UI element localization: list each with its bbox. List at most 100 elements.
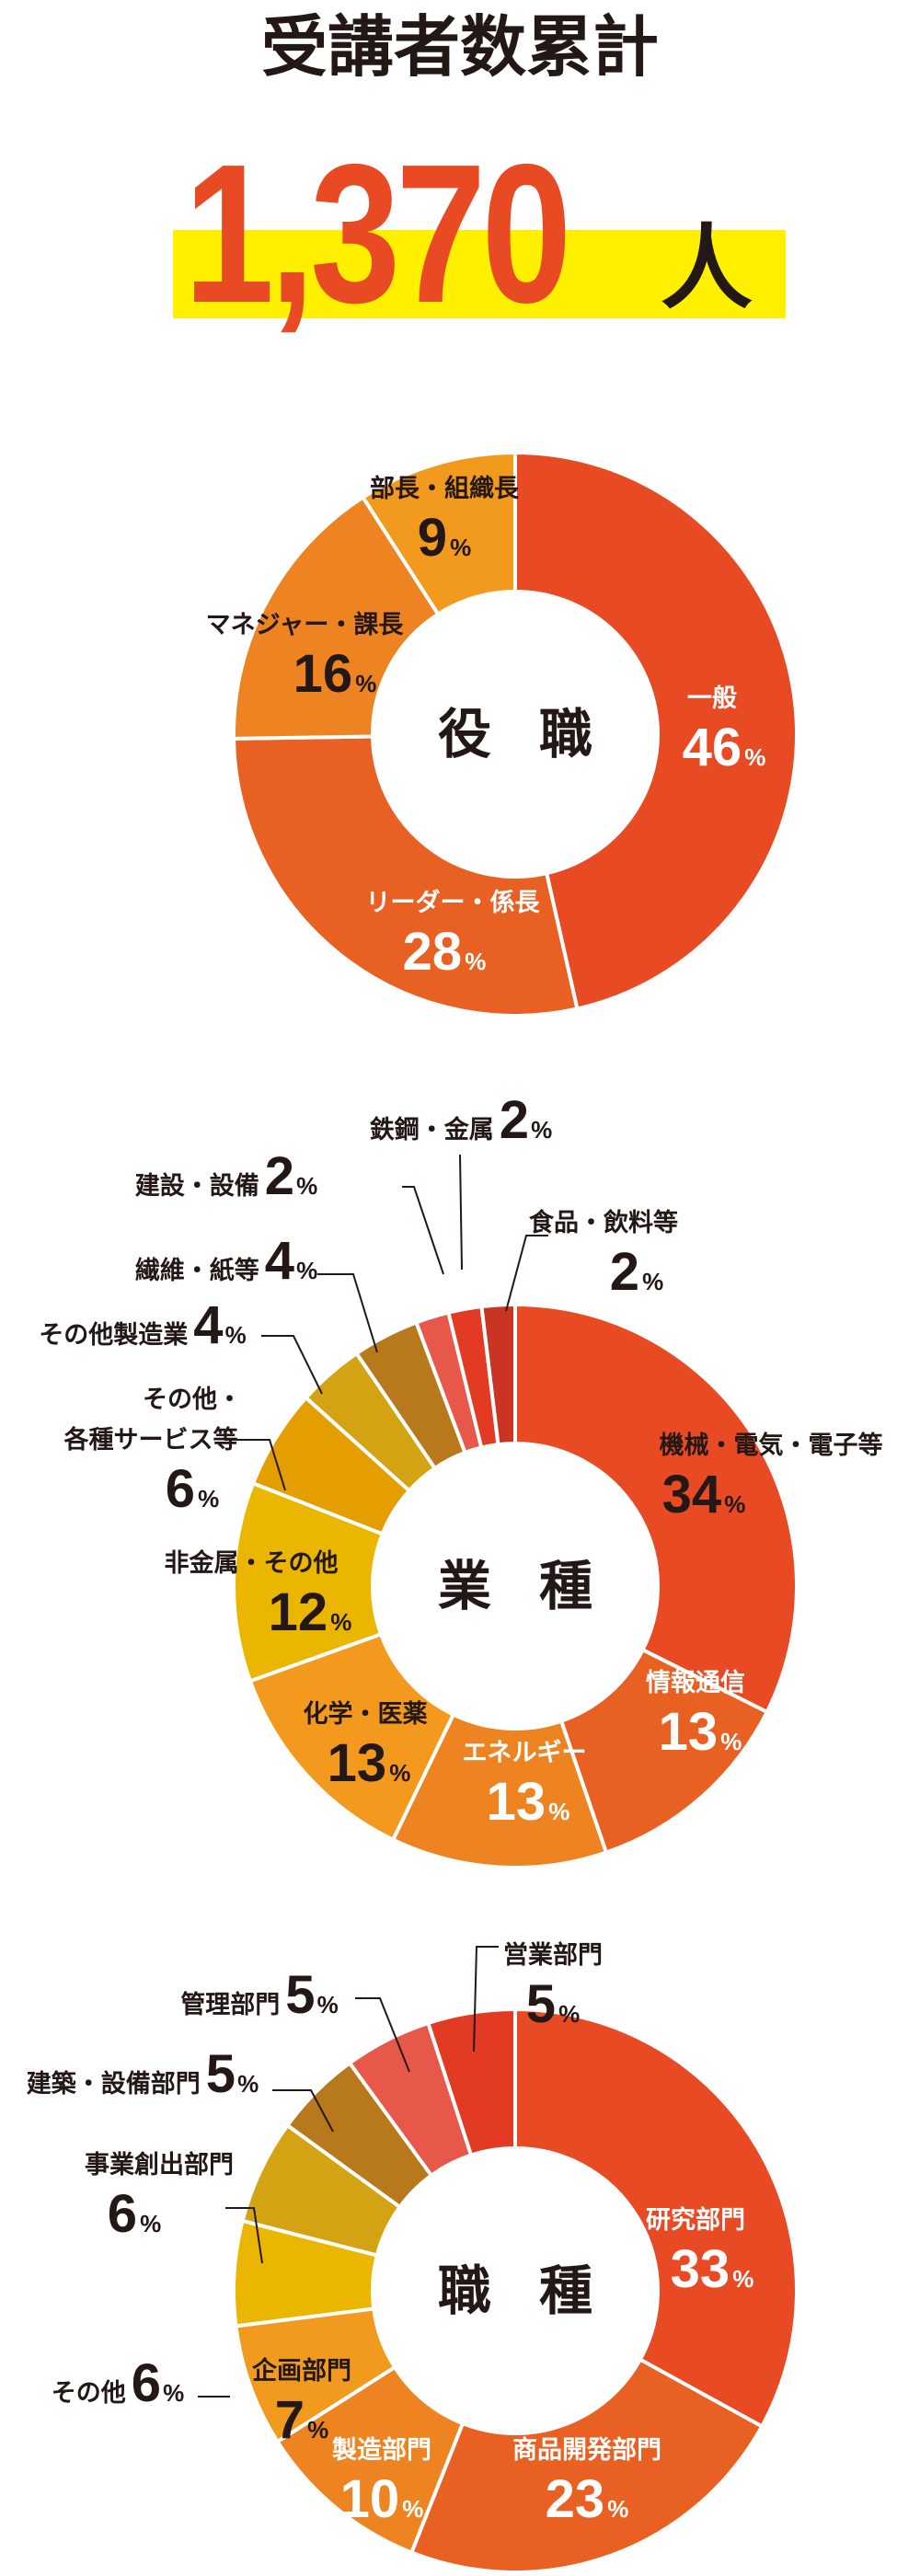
donut-slice [247, 1631, 456, 1843]
slice-value: 33 [671, 2239, 730, 2299]
center-label: 職 [539, 703, 592, 765]
slice-value: 4 [193, 1295, 223, 1355]
donut-slice [513, 450, 799, 1011]
slice-name: 機械・電気・電子等 [660, 1431, 883, 1460]
slice-value-label: 12% [269, 1582, 352, 1642]
slice-unit: % [389, 1759, 410, 1787]
center-label: 業 [438, 1555, 491, 1617]
leader-line [473, 1946, 499, 2053]
slice-name: その他 [52, 2379, 126, 2408]
leader-line [225, 2207, 263, 2264]
donut-chart: 一般 46 % リーダー・係長 28 % マネジャー・課長 16 % 部長・組織長 9 % 役職 [206, 450, 799, 1018]
charts [198, 1154, 548, 2398]
slice-name: 繊維・紙等 [135, 1256, 259, 1285]
slice-value: 12 [269, 1582, 328, 1642]
slice-value-label: 46% [683, 718, 766, 777]
slice-unit: % [642, 1268, 663, 1295]
slice-value: 7 [275, 2390, 305, 2450]
leader-line [355, 1997, 410, 2073]
center-label: 種 [539, 1555, 592, 1617]
donut-slice [408, 2356, 765, 2574]
slice-name: 建設・設備 [135, 1171, 259, 1201]
slice-value-label: 5% [526, 1974, 580, 2034]
slice-label: 管理部門 5% [180, 1965, 338, 2025]
slice-name: 食品・飲料等 [529, 1208, 678, 1237]
donut-slice [425, 2007, 517, 2158]
slice-unit: % [402, 2495, 423, 2523]
slice-value-label: 13% [328, 1733, 411, 1793]
slice-name: 研究部門 [646, 2205, 745, 2235]
center-label: 職 [438, 2260, 491, 2322]
slice-value: 2 [265, 1146, 294, 1206]
total-unit: 人 [661, 214, 753, 322]
slice-value-label: 7% [275, 2390, 328, 2450]
slice-unit: % [163, 2379, 184, 2407]
leader-line [261, 1335, 323, 1395]
slice-unit: % [296, 1172, 317, 1200]
leader-line [317, 1273, 378, 1353]
slice-value: 6 [108, 2184, 137, 2244]
slice-value-label: 23% [546, 2469, 629, 2529]
highlight-band [173, 230, 786, 318]
slice-label: 繊維・紙等 4% [135, 1231, 317, 1291]
slice-unit: % [140, 2210, 161, 2237]
slice-name: 製造部門 [332, 2435, 431, 2465]
slice-name: 建築・設備部門 [27, 2069, 201, 2099]
donut-slice [232, 734, 580, 1018]
slice-value: 13 [659, 1702, 719, 1762]
slice-value-label: 28% [403, 922, 487, 982]
slice-value: 13 [487, 1772, 546, 1832]
slice-value: 23 [546, 2469, 605, 2529]
slice-name: 各種サービス等 [63, 1425, 238, 1455]
slice-value-label: 2% [610, 1242, 663, 1302]
slice-unit: % [355, 670, 376, 697]
slice-name: 企画部門 [252, 2356, 351, 2386]
slice-value-label: 33% [671, 2239, 754, 2299]
slice-value: 34 [662, 1465, 722, 1524]
leader-line [505, 1235, 548, 1312]
slice-name: リーダー・係長 [366, 888, 541, 917]
total-count: 1,370 [184, 122, 568, 344]
center-label: 種 [539, 2260, 592, 2322]
slice-unit: % [531, 1116, 552, 1144]
slice-name: 一般 [687, 684, 737, 713]
slice-value: 16 [293, 644, 353, 704]
slice-value: 28 [403, 922, 463, 982]
slice-name: 管理部門 [180, 1990, 280, 2019]
slice-label: その他 6% [52, 2353, 184, 2413]
slice-value: 10 [340, 2469, 400, 2529]
page-title: 受講者数累計 [261, 8, 659, 86]
slice-unit: % [198, 1485, 219, 1512]
donut-slice [513, 1302, 799, 1715]
slice-value: 5 [285, 1965, 315, 2025]
slice-value: 6 [132, 2353, 161, 2413]
slice-unit: % [296, 1257, 317, 1284]
slice-unit: % [732, 2265, 753, 2293]
slice-label: 建設・設備 2% [135, 1146, 317, 1206]
slice-value: 13 [328, 1733, 387, 1793]
donut-chart: 機械・電気・電子等 34 % 情報通信 13 % エネルギー 13 % 化学・医薬 13 % 非金属・そ… [39, 1090, 883, 1869]
slice-value-label: 6% [108, 2184, 161, 2244]
slice-label: 鉄鋼・金属 2% [370, 1090, 552, 1150]
slice-name: 事業創出部門 [85, 2150, 234, 2179]
slice-name: 営業部門 [503, 1940, 603, 1970]
donut-slice [479, 1302, 517, 1447]
leader-line [224, 1439, 286, 1491]
slice-name: 商品開発部門 [512, 2435, 661, 2465]
slice-name: その他・ [143, 1386, 242, 1414]
donut-slice [232, 1480, 385, 1684]
slice-value-label: 9% [418, 508, 471, 568]
slice-unit: % [317, 1991, 339, 2018]
center-label: 役 [438, 703, 491, 765]
leader-line [272, 2089, 334, 2133]
slice-name: 化学・医薬 [304, 1699, 428, 1729]
slice-label: その他製造業 4% [39, 1295, 246, 1355]
leader-line [459, 1154, 463, 1271]
slice-unit: % [724, 1490, 745, 1518]
slice-unit: % [720, 1728, 742, 1755]
slice-unit: % [548, 1798, 569, 1825]
slice-unit: % [307, 2416, 328, 2444]
slice-unit: % [465, 948, 486, 975]
